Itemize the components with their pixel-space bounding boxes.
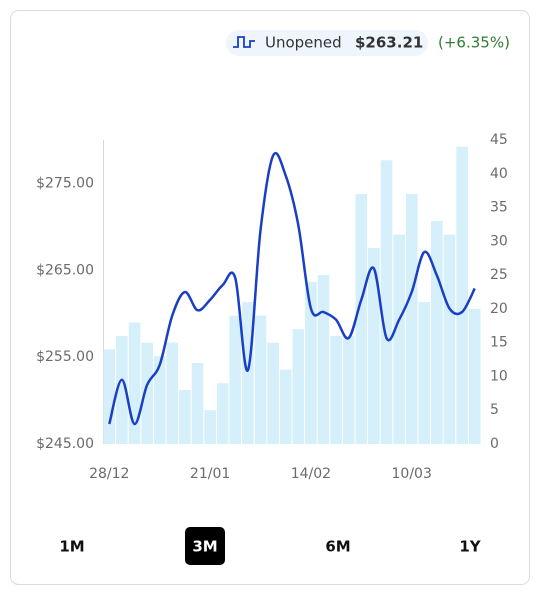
volume-bar [128,322,141,444]
volume-bar [418,302,431,444]
volume-bar [330,335,342,444]
volume-bar [141,342,153,444]
volume-bar [405,194,418,444]
volume-bar [204,410,216,444]
range-button[interactable]: 6M [325,538,350,556]
header-change: (+6.35%) [438,34,510,52]
header-pill [226,30,428,56]
volume-bar [279,369,292,444]
volume-bar [380,160,393,444]
range-button-active[interactable] [185,527,225,565]
y2-tick-label: 5 [490,402,499,418]
y-tick-label: $255.00 [36,349,94,365]
volume-bar [317,275,330,444]
price-line [108,152,476,426]
volume-bar [443,234,456,444]
range-button[interactable]: 1Y [459,538,481,556]
y2-tick-label: 0 [490,436,499,452]
volume-bar [242,302,254,444]
volume-bar [216,383,229,444]
x-tick-label: 21/01 [190,466,230,482]
y2-tick-label: 25 [490,267,508,283]
y-tick-label: $265.00 [36,262,94,278]
header-label: Unopened [265,34,342,52]
header-price: $263.21 [355,34,423,52]
line-icon [233,36,255,48]
volume-bar [368,248,380,444]
volume-bar [267,342,279,444]
volume-bar [179,389,191,444]
volume-bar [431,221,443,444]
y2-tick-label: 40 [490,166,508,182]
y-tick-label: $245.00 [36,436,94,452]
volume-bar [254,315,267,444]
volume-bar [229,315,242,444]
volume-bar [342,335,355,444]
volume-bar [355,194,368,444]
y2-tick-label: 45 [490,132,508,148]
range-button[interactable]: 3M [192,538,217,556]
y2-tick-label: 30 [490,233,508,249]
volume-bar [153,356,166,444]
x-tick-label: 14/02 [291,466,331,482]
volume-bar [468,308,481,444]
volume-bar [166,342,179,444]
x-tick-label: 10/03 [392,466,432,482]
y2-tick-label: 20 [490,301,508,317]
y2-tick-label: 10 [490,368,508,384]
volume-bar [456,146,468,444]
volume-bar [393,234,405,444]
volume-bar [292,329,305,444]
volume-bar [103,349,116,444]
x-tick-label: 28/12 [89,466,129,482]
volume-bar [191,362,204,444]
range-button[interactable]: 1M [59,538,84,556]
y2-tick-label: 35 [490,200,508,216]
y2-tick-label: 15 [490,335,508,351]
y-tick-label: $275.00 [36,175,94,191]
volume-bar [305,281,317,444]
volume-bar [116,335,128,444]
